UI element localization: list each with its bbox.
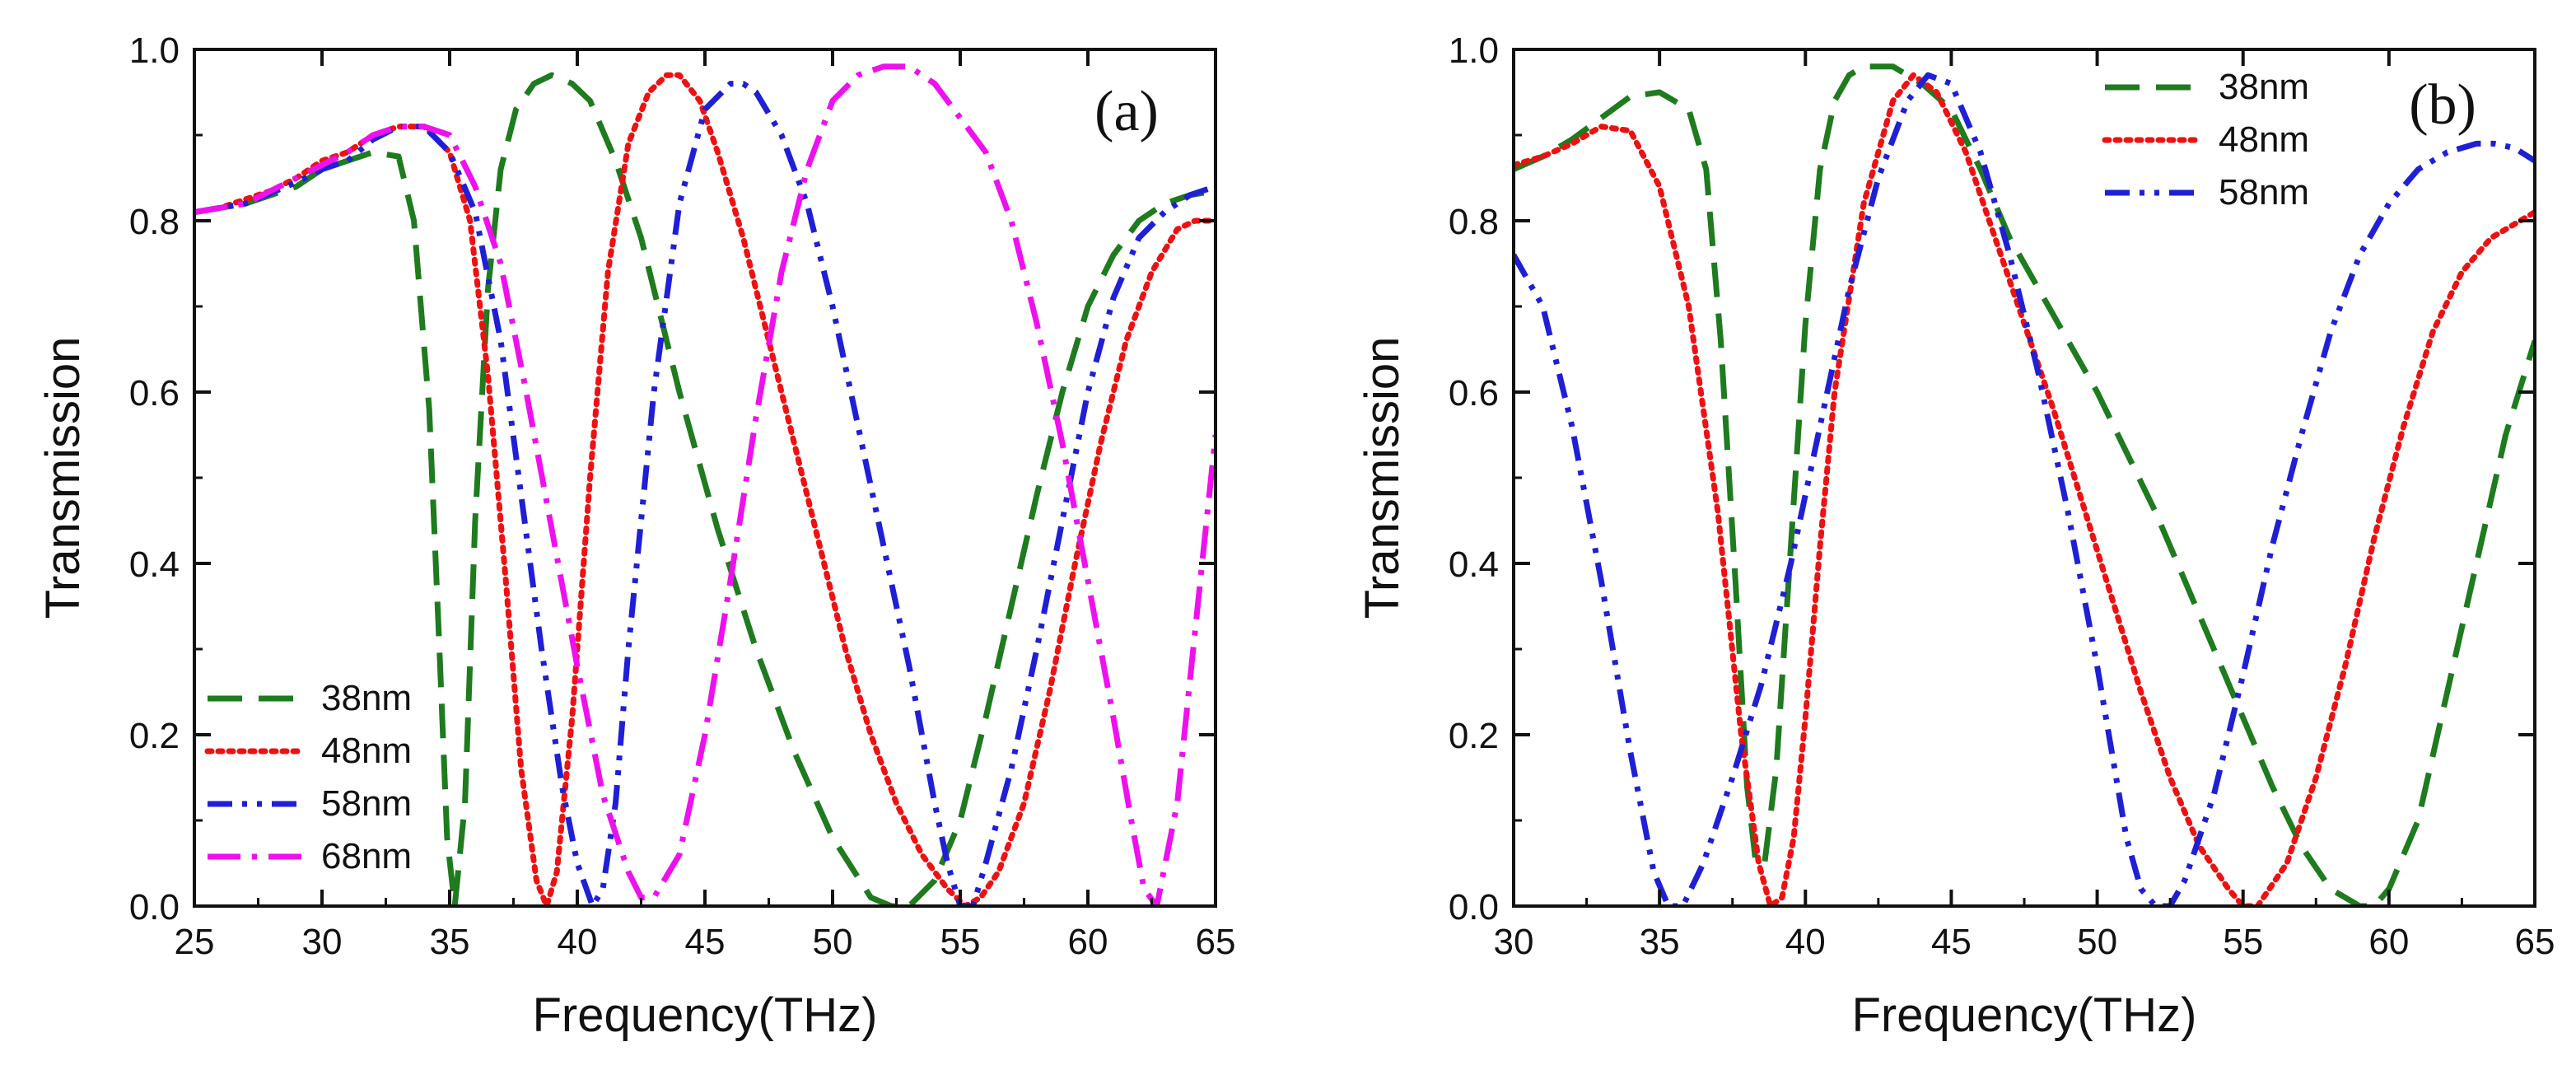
y-tick-label: 0.8 — [129, 202, 180, 242]
y-axis-label: Transmission — [1356, 337, 1409, 619]
x-tick-label: 35 — [430, 922, 470, 962]
panel-b-chart: 30 35 40 45 50 55 60 65 0.0 0.2 0.4 0.6 0.8 1.0 Freque… — [1356, 30, 2555, 1042]
plot-frame — [1512, 48, 2536, 908]
legend-label: 48nm — [321, 731, 412, 771]
x-tick-label: 50 — [813, 922, 853, 962]
legend-label: 58nm — [321, 783, 412, 824]
x-tick-label: 25 — [175, 922, 215, 962]
y-tick-label: 0.2 — [129, 716, 180, 756]
x-tick-label: 45 — [1931, 922, 1972, 962]
legend-label: 38nm — [321, 678, 412, 718]
x-tick-label: 65 — [2515, 922, 2555, 962]
x-tick-label: 45 — [685, 922, 726, 962]
series-line-58nm — [194, 81, 1216, 906]
y-tick-label: 0.0 — [129, 887, 180, 927]
legend-label: 48nm — [2219, 119, 2309, 160]
y-tick-label: 0.0 — [1449, 887, 1499, 927]
y-tick-label: 0.2 — [1449, 716, 1499, 756]
y-tick-label: 1.0 — [129, 30, 180, 71]
series-line-38nm — [194, 72, 1216, 906]
x-tick-label: 40 — [1785, 922, 1826, 962]
y-tick-label: 0.8 — [1449, 202, 1499, 242]
x-axis-label: Frequency(THz) — [1852, 988, 2197, 1042]
panel-label: (b) — [2409, 73, 2476, 137]
legend-label: 38nm — [2219, 67, 2309, 107]
x-tick-label: 60 — [1068, 922, 1108, 962]
y-tick-label: 0.6 — [1449, 373, 1499, 414]
series-line-58nm — [1514, 72, 2535, 906]
panel-label: (a) — [1094, 80, 1159, 143]
x-tick-label: 65 — [1196, 922, 1236, 962]
y-tick-label: 0.4 — [1449, 544, 1499, 585]
x-tick-label: 55 — [2223, 922, 2263, 962]
y-tick-label: 0.4 — [129, 544, 180, 585]
legend: 38nm 48nm 58nm — [2102, 67, 2309, 213]
x-axis-label: Frequency(THz) — [533, 988, 878, 1042]
x-tick-label: 30 — [1494, 922, 1534, 962]
series-group — [1514, 63, 2535, 906]
y-tick-label: 1.0 — [1449, 30, 1499, 71]
x-tick-label: 40 — [558, 922, 598, 962]
x-tick-label: 35 — [1640, 922, 1680, 962]
legend-label: 68nm — [321, 836, 412, 876]
series-line-68nm — [194, 63, 1216, 906]
x-tick-label: 50 — [2077, 922, 2117, 962]
legend-label: 58nm — [2219, 172, 2309, 213]
legend: 38nm 48nm 58nm 68nm — [204, 678, 412, 876]
y-tick-label: 0.6 — [129, 373, 180, 414]
x-tick-label: 60 — [2368, 922, 2409, 962]
series-line-48nm — [194, 72, 1216, 906]
x-tick-label: 30 — [302, 922, 343, 962]
panel-a-chart: 25 30 35 40 45 50 55 60 65 0.0 0.2 0.4 0.6 0.8 1.0 Freq… — [36, 30, 1235, 1042]
x-tick-label: 55 — [940, 922, 981, 962]
y-axis-label: Transmission — [36, 337, 90, 619]
series-line-38nm — [1514, 63, 2535, 906]
series-line-48nm — [1514, 72, 2535, 906]
series-group — [194, 63, 1216, 906]
